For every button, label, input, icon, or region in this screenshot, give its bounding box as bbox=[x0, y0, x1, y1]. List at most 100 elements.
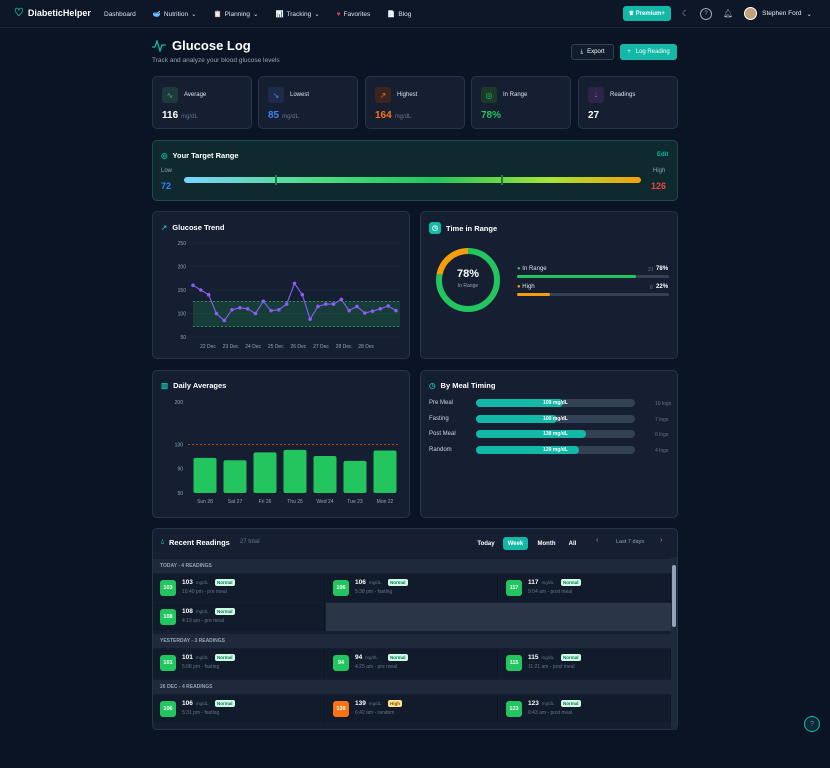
logo[interactable]: ♡ DiabeticHelper bbox=[14, 8, 91, 19]
download-icon: ⤓ bbox=[580, 48, 584, 55]
glucose-point[interactable] bbox=[386, 304, 390, 308]
glucose-point[interactable] bbox=[191, 283, 195, 288]
glucose-point[interactable] bbox=[339, 297, 344, 302]
daily-bar[interactable] bbox=[193, 457, 217, 493]
status-badge: Normal bbox=[215, 654, 235, 661]
meal-bar[interactable] bbox=[476, 430, 586, 439]
log-reading-button[interactable]: + Log Reading bbox=[620, 44, 677, 60]
dot-icon: ● bbox=[517, 284, 521, 290]
help-button[interactable]: ? bbox=[804, 716, 820, 732]
chevron-left-icon[interactable]: ‹ bbox=[596, 537, 599, 544]
nav-item-dashboard[interactable]: Dashboard bbox=[104, 10, 136, 18]
reading-badge: 103 bbox=[160, 580, 176, 596]
reading-item[interactable] bbox=[499, 695, 671, 723]
range-label: Last 7 days bbox=[616, 539, 645, 545]
meal-track bbox=[476, 445, 635, 454]
daily-bar[interactable] bbox=[313, 455, 337, 493]
glucose-point[interactable] bbox=[331, 302, 336, 306]
donut-slice[interactable] bbox=[436, 248, 500, 312]
glucose-point[interactable] bbox=[277, 307, 281, 312]
daily-bar[interactable] bbox=[283, 449, 307, 493]
daily-bar[interactable] bbox=[223, 460, 247, 493]
reading-number: 94 bbox=[355, 654, 363, 661]
status-badge: Normal bbox=[215, 700, 235, 707]
premium-button[interactable]: ♛ Premium+ bbox=[622, 6, 671, 21]
glucose-point[interactable] bbox=[214, 311, 219, 316]
glucose-point[interactable] bbox=[206, 292, 211, 297]
nav-item-nutrition[interactable]: 🥣 Nutrition ⌄ bbox=[152, 10, 197, 19]
glucose-point[interactable] bbox=[308, 317, 312, 321]
y-tick-label: 200 bbox=[175, 400, 184, 406]
nav-item-blog[interactable]: 📄 Blog bbox=[387, 10, 412, 19]
reading-item[interactable] bbox=[153, 695, 325, 723]
reading-unit: mg/dL bbox=[541, 655, 555, 660]
page-title: Glucose Log bbox=[152, 38, 251, 53]
meal-bar[interactable] bbox=[476, 445, 580, 454]
glucose-point[interactable] bbox=[378, 307, 383, 311]
low-label: Low bbox=[161, 168, 173, 174]
glucose-point[interactable] bbox=[292, 281, 297, 286]
nav-item-favorites[interactable]: ♥ Favorites bbox=[336, 10, 371, 18]
glucose-point[interactable] bbox=[245, 307, 250, 311]
scrollbar[interactable] bbox=[671, 557, 677, 730]
filter-month[interactable]: Month bbox=[537, 540, 556, 547]
x-tick-label: 24 Dec bbox=[245, 344, 261, 350]
user-name: Stephen Ford bbox=[762, 10, 802, 17]
help-icon[interactable]: ? bbox=[700, 7, 712, 20]
export-button[interactable]: ⤓ Export bbox=[571, 44, 614, 60]
glucose-point[interactable] bbox=[394, 308, 398, 313]
daily-bar[interactable] bbox=[343, 460, 367, 493]
reading-item[interactable] bbox=[499, 574, 671, 602]
reading-badge: 117 bbox=[506, 580, 522, 596]
target-range-card bbox=[152, 140, 678, 201]
scrollbar-thumb[interactable] bbox=[672, 565, 676, 627]
glucose-point[interactable] bbox=[284, 302, 289, 306]
filter-week[interactable]: Week bbox=[503, 537, 528, 550]
glucose-point[interactable] bbox=[362, 311, 367, 315]
reading-item[interactable] bbox=[153, 574, 325, 602]
daily-bar[interactable] bbox=[373, 450, 397, 493]
meal-bar[interactable] bbox=[476, 399, 564, 407]
glucose-point[interactable] bbox=[269, 308, 273, 313]
reading-item[interactable] bbox=[326, 695, 498, 723]
reading-item[interactable] bbox=[326, 574, 498, 602]
meal-count: 6 logs bbox=[655, 432, 669, 439]
glucose-point[interactable] bbox=[323, 302, 328, 306]
bell-icon[interactable]: 🔔︎ bbox=[723, 9, 734, 18]
chevron-right-icon[interactable]: › bbox=[660, 537, 663, 544]
meal-bar[interactable] bbox=[476, 414, 558, 423]
glucose-point[interactable] bbox=[199, 288, 203, 292]
glucose-point[interactable] bbox=[370, 309, 375, 313]
daily-bar[interactable] bbox=[253, 452, 277, 493]
glucose-point[interactable] bbox=[355, 304, 359, 309]
glucose-point[interactable] bbox=[222, 318, 227, 323]
reading-time: 4:19 am - pre meal bbox=[182, 618, 224, 624]
help-icon: ? bbox=[810, 720, 814, 728]
y-tick-label: 100 bbox=[178, 312, 187, 318]
glucose-point[interactable] bbox=[238, 306, 242, 310]
target-icon: ◎ bbox=[481, 87, 497, 103]
nav-item-planning[interactable]: 📋 Planning ⌄ bbox=[213, 10, 259, 19]
glucose-point[interactable] bbox=[253, 311, 258, 316]
filter-today[interactable]: Today bbox=[477, 540, 495, 547]
glucose-point[interactable] bbox=[261, 299, 266, 304]
reading-badge: 106 bbox=[333, 580, 349, 596]
reading-item[interactable] bbox=[499, 649, 671, 677]
meal-value: 129 mg/dL bbox=[543, 446, 568, 453]
reading-item[interactable] bbox=[326, 649, 498, 677]
meal-value: 109 mg/dL bbox=[543, 400, 568, 406]
glucose-point[interactable] bbox=[347, 308, 351, 313]
filter-all[interactable]: All bbox=[568, 540, 577, 547]
reading-item[interactable] bbox=[153, 649, 325, 677]
moon-icon[interactable]: ☾ bbox=[681, 9, 689, 18]
pulse-icon: ∿ bbox=[162, 87, 178, 103]
reading-item[interactable] bbox=[153, 603, 325, 631]
glucose-point[interactable] bbox=[316, 304, 320, 309]
stat-value: 27 bbox=[588, 110, 600, 121]
glucose-point[interactable] bbox=[230, 307, 234, 312]
user-menu[interactable]: Stephen Ford ⌄ bbox=[744, 7, 812, 20]
edit-link[interactable]: Edit bbox=[657, 152, 669, 158]
daily-averages-card bbox=[152, 370, 410, 518]
nav-item-tracking[interactable]: 📊 Tracking ⌄ bbox=[275, 10, 320, 19]
glucose-point[interactable] bbox=[300, 292, 305, 297]
